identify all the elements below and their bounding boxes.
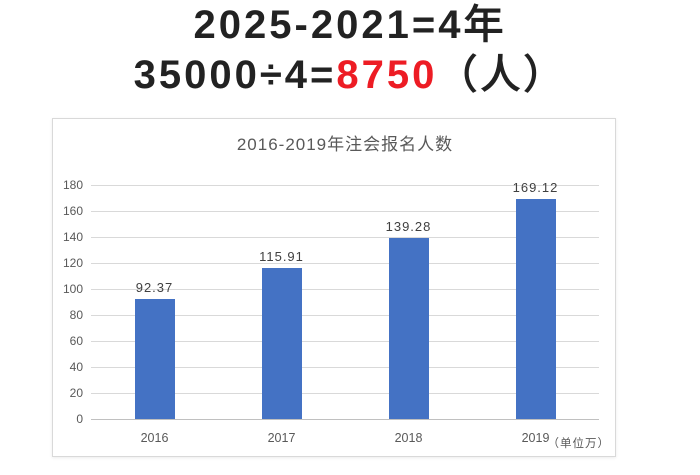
bar-2019: [515, 199, 556, 419]
y-tick-label-0: 0: [76, 412, 83, 426]
gridline-60: [91, 340, 599, 342]
gridline-160: [91, 210, 599, 212]
y-tick-label-180: 180: [62, 178, 83, 192]
y-tick-label-120: 120: [62, 256, 83, 270]
bar-value-label-2017: 115.91: [259, 249, 304, 265]
gridline-80: [91, 314, 599, 316]
x-tick-label-2017: 2017: [267, 431, 296, 445]
y-tick-label-40: 40: [69, 360, 83, 374]
y-tick-label-80: 80: [69, 308, 83, 322]
formula-block: 2025-2021=4年 35000÷4=8750（人）: [0, 0, 700, 100]
formula-line-2: 35000÷4=8750（人）: [0, 50, 700, 100]
bar-value-label-2018: 139.28: [385, 218, 432, 234]
y-tick-label-20: 20: [69, 386, 83, 400]
chart-title: 2016-2019年注会报名人数: [236, 135, 454, 154]
y-tick-label-100: 100: [62, 282, 83, 296]
x-tick-label-2019: 2019: [521, 431, 550, 445]
gridline-20: [91, 392, 599, 394]
gridline-120: [91, 262, 599, 264]
y-tick-label-60: 60: [69, 334, 83, 348]
plot-area: 0 20 40 60 80 100 120 140 160 180 92.37 2016 115.91 2…: [63, 178, 599, 445]
gridline-180: [91, 184, 599, 186]
gridline-0: [91, 418, 599, 420]
bar-value-label-2016: 92.37: [135, 279, 174, 295]
unit-note: （单位万）: [547, 438, 610, 450]
formula-line2-prefix: 35000÷4=: [133, 53, 337, 97]
formula-line-1: 2025-2021=4年: [193, 3, 507, 47]
bar-value-label-2019: 169.12: [512, 180, 559, 196]
formula-line2-suffix: （人）: [437, 53, 567, 97]
formula-answer-highlight: 8750: [336, 53, 438, 97]
y-tick-label-140: 140: [62, 230, 83, 244]
gridline-40: [91, 366, 599, 368]
y-tick-label-160: 160: [62, 204, 83, 218]
gridline-140: [91, 236, 599, 238]
bar-2018: [388, 237, 429, 419]
x-tick-label-2018: 2018: [394, 431, 423, 445]
gridline-100: [91, 288, 599, 290]
bar-2016: [134, 298, 175, 419]
bar-2017: [261, 268, 302, 419]
x-tick-label-2016: 2016: [140, 431, 169, 445]
chart-card: 2016-2019年注会报名人数 0 20 40 60 80 100 120 140 160 18…: [52, 118, 616, 457]
